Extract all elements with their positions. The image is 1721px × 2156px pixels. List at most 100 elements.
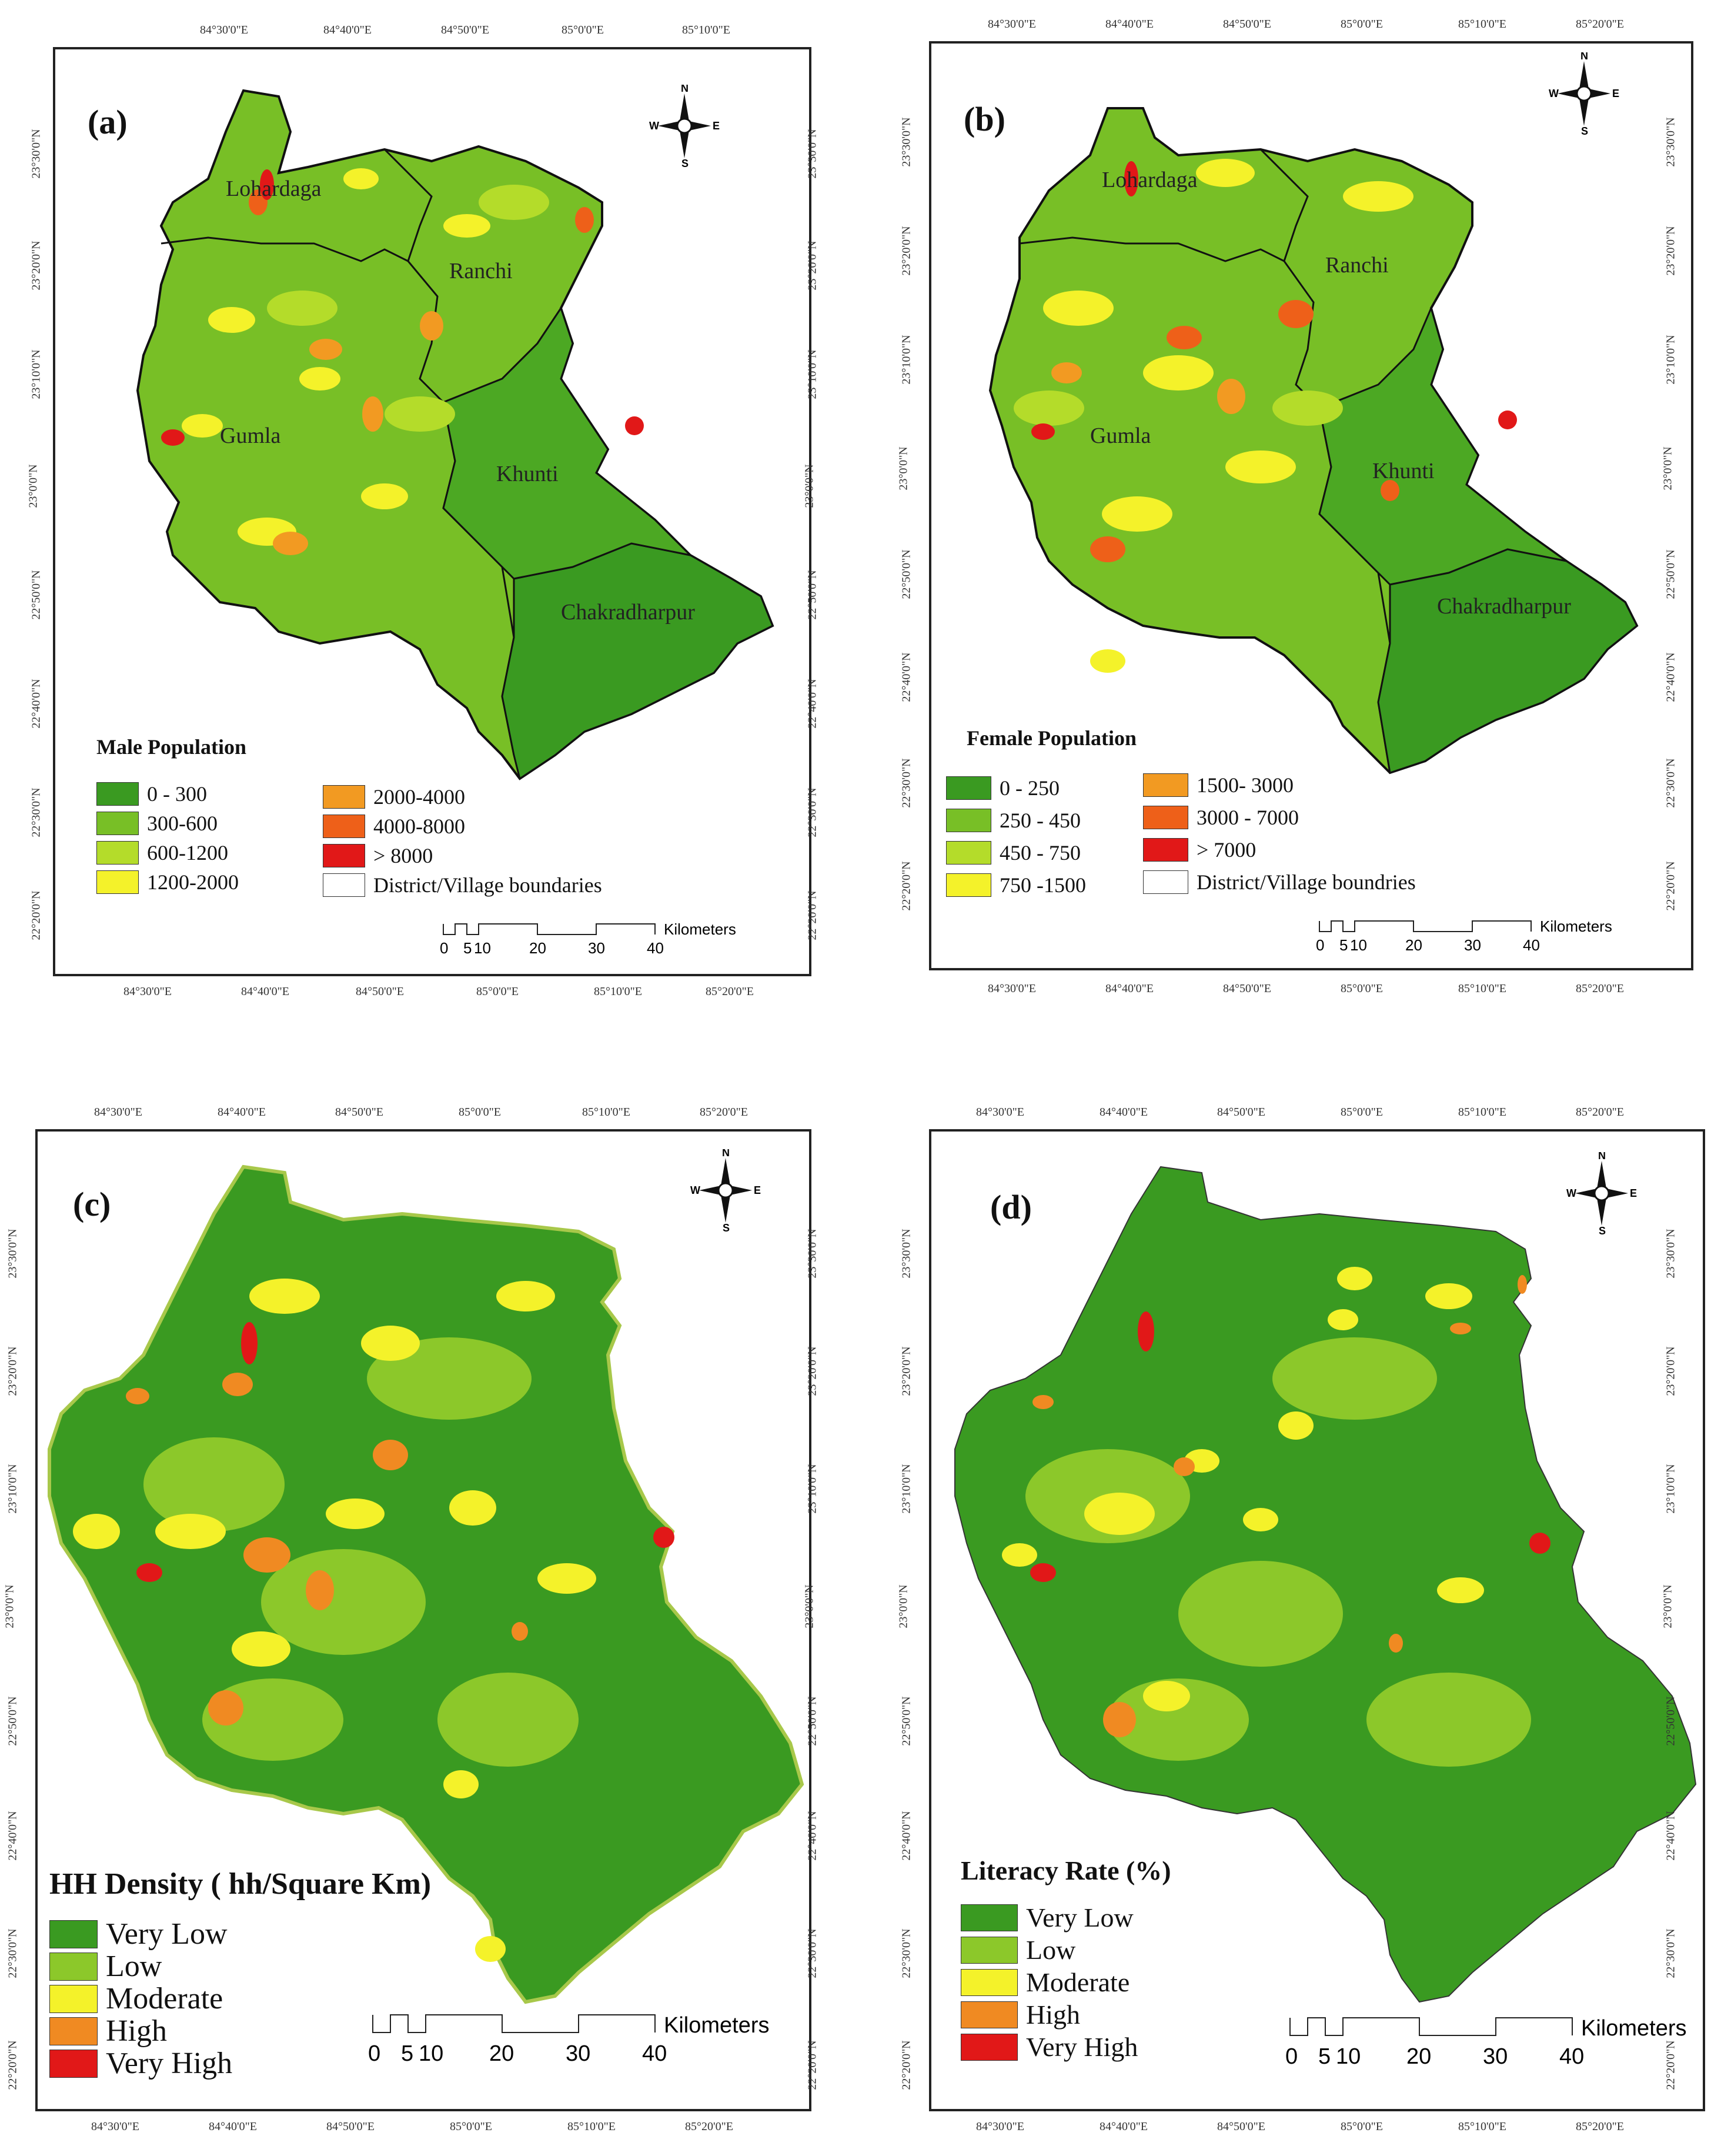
legend-label: Low	[106, 1950, 162, 1983]
lat-tick: 22°30'0"N	[900, 758, 913, 808]
patch-orange	[1381, 480, 1399, 501]
legend-item: District/Village boundries	[1143, 870, 1416, 895]
compass-s: S	[681, 158, 689, 167]
patch-yellow	[1043, 291, 1114, 326]
axis-tick-top: 84°50'0"E	[441, 24, 489, 36]
axis-tick-bottom: 84°30'0"E	[91, 2120, 139, 2133]
patch-low	[437, 1673, 579, 1767]
panel-label: (b)	[964, 100, 1005, 138]
compass-w: W	[649, 120, 659, 132]
lat-tick: 23°0'0"N	[897, 1584, 910, 1628]
map-frame: (b) Lohardaga Ranchi Gumla Khunti Chakra…	[929, 41, 1693, 970]
legend-label: District/Village boundries	[1197, 870, 1416, 894]
scale-tick: 40	[647, 939, 664, 957]
axis-tick-top: 84°50'0"E	[1223, 18, 1271, 31]
legend-swatch	[323, 844, 365, 867]
axis-tick-top: 85°0'0"E	[562, 24, 604, 36]
lat-tick: 23°30'0"N	[29, 129, 43, 179]
compass-rose: N S W E	[649, 82, 720, 170]
axis-tick-top: 85°10'0"E	[1458, 1106, 1506, 1119]
patch-low	[143, 1437, 285, 1531]
compass-rose-icon: N S W E	[649, 82, 720, 169]
scale-bar: 0 5 10 20 30 40 Kilometers	[368, 2013, 770, 2066]
scale-tick: 20	[489, 2041, 514, 2066]
legend-label: Very Low	[106, 1917, 228, 1951]
legend-item: 0 - 250	[946, 776, 1060, 800]
legend-label: > 7000	[1197, 838, 1257, 862]
patch-yellow	[1143, 355, 1214, 391]
map-panel-c: (c) N S W E HH Density ( hh/Square Km) V…	[35, 1106, 811, 2133]
axis-tick-bottom: 85°20'0"E	[1576, 982, 1624, 995]
scale-tick: 5	[1318, 2044, 1331, 2069]
scale-tick: 30	[588, 939, 605, 957]
legend-swatch	[1143, 870, 1188, 894]
patch-yellow	[443, 214, 490, 238]
map-area	[136, 89, 774, 780]
compass-s: S	[1599, 1225, 1606, 1234]
axis-tick-top: 85°0'0"E	[459, 1106, 501, 1119]
compass-n: N	[722, 1149, 730, 1159]
district-label-chakradharpur: Chakradharpur	[561, 600, 695, 625]
patch-high	[208, 1690, 243, 1726]
legend-swatch	[49, 2049, 98, 2078]
legend-item: Very High	[961, 2031, 1138, 2062]
scale-bar: 0 5 10 20 30 40 Kilometers	[440, 920, 736, 957]
patch-red	[161, 429, 185, 446]
axis-tick-top: 85°10'0"E	[582, 1106, 630, 1119]
legend-label: Moderate	[1026, 1967, 1130, 1997]
district-label-khunti: Khunti	[496, 462, 559, 486]
patch-moderate	[326, 1498, 385, 1529]
patch-red	[1031, 423, 1055, 440]
legend-swatch	[961, 1936, 1018, 1964]
legend-item: 1200-2000	[96, 870, 239, 895]
legend-swatch	[946, 873, 991, 897]
patch-high	[1389, 1634, 1403, 1653]
legend-swatch	[323, 785, 365, 809]
legend-label: 250 - 450	[1000, 809, 1081, 832]
patch-lime	[479, 185, 549, 220]
axis-tick-bottom: 85°20'0"E	[685, 2120, 733, 2133]
legend-item: 2000-4000	[323, 785, 465, 809]
legend-label: 1500- 3000	[1197, 773, 1294, 797]
legend-label: High	[1026, 2000, 1080, 2030]
axis-tick-bottom: 84°50'0"E	[326, 2120, 375, 2133]
lat-tick: 22°30'0"N	[806, 1928, 819, 1978]
patch-low	[261, 1549, 426, 1655]
legend-swatch	[49, 1920, 98, 1948]
legend-label: > 8000	[373, 844, 433, 867]
axis-tick-bottom: 85°10'0"E	[594, 985, 642, 998]
patch-high	[1174, 1457, 1195, 1476]
lat-tick: 23°10'0"N	[900, 1464, 913, 1514]
patch-yellow	[343, 168, 379, 189]
panel-label: (d)	[990, 1188, 1032, 1226]
scale-unit: Kilometers	[664, 2013, 770, 2038]
legend-swatch	[323, 815, 365, 838]
lat-tick: 22°50'0"N	[806, 1696, 819, 1746]
scale-tick: 20	[529, 939, 546, 957]
lat-tick: 22°20'0"N	[1664, 861, 1677, 911]
patch-high	[1518, 1275, 1527, 1294]
legend-item: Low	[961, 1934, 1075, 1965]
lat-tick: 23°0'0"N	[803, 464, 816, 508]
legend-swatch	[1143, 838, 1188, 862]
lat-tick: 22°20'0"N	[29, 890, 43, 940]
patch-high	[222, 1373, 253, 1396]
patch-orange	[575, 207, 594, 233]
patch-low	[1272, 1337, 1437, 1420]
legend-swatch	[96, 812, 139, 835]
lat-tick: 23°0'0"N	[3, 1584, 16, 1628]
patch-orange	[1167, 326, 1202, 349]
lat-tick: 23°20'0"N	[1664, 226, 1677, 276]
patch-moderate	[1243, 1508, 1278, 1531]
compass-rose: N S W E	[1549, 50, 1619, 138]
patch-high	[1103, 1702, 1136, 1737]
lat-tick: 23°10'0"N	[806, 349, 819, 399]
lat-tick: 23°10'0"N	[29, 349, 43, 399]
lat-tick: 22°40'0"N	[806, 1811, 819, 1861]
legend-swatch	[323, 873, 365, 897]
legend-item: High	[49, 2014, 167, 2048]
legend-item: 1500- 3000	[1143, 773, 1294, 797]
patch-low	[1108, 1678, 1249, 1761]
patch-orange	[1217, 379, 1245, 414]
choropleth-patches	[73, 1279, 674, 1962]
